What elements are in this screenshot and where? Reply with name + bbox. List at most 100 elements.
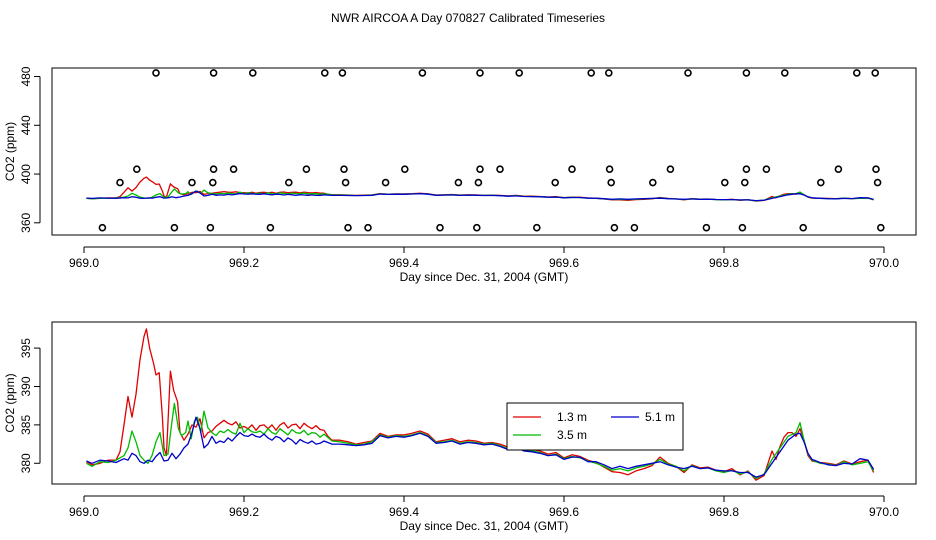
top-y-tick-label: 360 — [19, 212, 33, 232]
top-y-tick-label: 400 — [19, 164, 33, 184]
bot-y-tick-label: 385 — [19, 415, 33, 435]
top-y-axis: 360 400 440 480 — [19, 66, 41, 233]
calibration-point — [738, 223, 747, 232]
bottom-y-axis: 380 385 390 395 — [19, 338, 41, 473]
calibration-point — [341, 178, 350, 187]
calibration-point — [876, 223, 885, 232]
bottom-series-lines — [86, 328, 875, 481]
calibration-point — [604, 69, 613, 77]
calibration-point — [762, 165, 771, 173]
calibration-point — [320, 69, 329, 77]
top-series-line-5-1-m — [86, 190, 874, 202]
calibration-point — [587, 69, 596, 77]
top-x-tick-label: 969.0 — [69, 256, 99, 270]
bot-y-tick-label: 390 — [19, 376, 33, 396]
calibration-point — [472, 223, 481, 232]
calibration-point — [209, 178, 217, 187]
calibration-point — [871, 69, 880, 77]
calibration-point — [568, 165, 576, 173]
calibration-point — [400, 165, 409, 173]
calibration-point — [610, 223, 619, 232]
bottom-panel: 969.0 969.2 969.4 969.6 969.8 970.0 380 385 390… — [3, 321, 917, 533]
top-y-axis-label: CO2 (ppm) — [3, 122, 17, 181]
top-x-tick-label: 970.0 — [869, 256, 899, 270]
calibration-point — [340, 165, 348, 173]
calibration-point — [799, 223, 808, 232]
calibration-point — [742, 69, 751, 77]
calibration-point — [436, 223, 444, 232]
calibration-point — [702, 223, 711, 232]
top-x-tick-label: 969.4 — [389, 256, 419, 270]
calibration-point — [188, 178, 196, 187]
calibration-point — [496, 165, 504, 173]
calibration-point — [133, 165, 141, 173]
legend-label-3-5m: 3.5 m — [557, 428, 587, 442]
calibration-point — [720, 178, 729, 187]
calibration-point — [742, 165, 751, 173]
top-panel: 969.0 969.2 969.4 969.6 969.8 970.0 360 400 440… — [3, 66, 917, 284]
calibration-point — [630, 223, 639, 232]
bot-x-tick-label: 970.0 — [869, 505, 899, 519]
calibration-point — [381, 178, 390, 187]
calibration-point — [209, 69, 218, 77]
top-series-lines — [86, 176, 874, 202]
calibration-point — [476, 165, 484, 173]
bottom-series-line-3-5-m — [86, 402, 875, 480]
calibration-point — [605, 165, 614, 173]
calibration-point — [338, 69, 347, 77]
bot-y-tick-label: 380 — [19, 453, 33, 473]
legend-label-1-3m: 1.3 m — [557, 410, 587, 424]
calibration-point — [209, 165, 218, 173]
bottom-series-line-5-1-m — [86, 416, 875, 478]
bottom-y-axis-label: CO2 (ppm) — [3, 373, 17, 432]
bottom-plot-frame — [51, 321, 917, 485]
calibration-point — [344, 223, 352, 232]
calibration-point — [834, 165, 843, 173]
top-plot-frame — [51, 67, 917, 236]
top-y-tick-label: 440 — [19, 115, 33, 135]
calibration-point — [666, 165, 675, 173]
bot-y-tick-label: 395 — [19, 338, 33, 358]
calibration-point — [873, 178, 882, 187]
calibration-point — [816, 178, 825, 187]
top-x-axis-label: Day since Dec. 31, 2004 (GMT) — [400, 270, 569, 284]
bottom-x-axis-label: Day since Dec. 31, 2004 (GMT) — [400, 519, 569, 533]
calibration-point — [474, 178, 483, 187]
calibration-point — [872, 165, 880, 173]
calibration-point — [98, 223, 107, 232]
bot-x-tick-label: 969.0 — [69, 505, 99, 519]
calibration-point — [170, 223, 179, 232]
calibration-point — [152, 69, 160, 77]
top-x-tick-label: 969.2 — [229, 256, 259, 270]
bot-x-tick-label: 969.2 — [229, 505, 259, 519]
calibration-point — [266, 223, 275, 232]
calibration-point — [229, 165, 238, 173]
calibration-point — [780, 69, 789, 77]
calibration-point — [249, 69, 257, 77]
top-x-axis: 969.0 969.2 969.4 969.6 969.8 970.0 — [69, 246, 899, 270]
calibration-point — [684, 69, 692, 77]
bottom-x-axis: 969.0 969.2 969.4 969.6 969.8 970.0 — [69, 495, 899, 519]
legend-box — [506, 402, 684, 451]
calibration-point — [476, 69, 484, 77]
calibration-point — [206, 223, 215, 232]
calibration-point — [454, 178, 463, 187]
top-x-tick-label: 969.6 — [549, 256, 579, 270]
calibration-point — [116, 178, 124, 187]
calibration-point — [364, 223, 372, 232]
calibration-point — [551, 178, 560, 187]
calibration-point — [648, 178, 657, 187]
bot-x-tick-label: 969.4 — [389, 505, 419, 519]
top-y-tick-label: 480 — [19, 66, 33, 86]
bot-x-tick-label: 969.6 — [549, 505, 579, 519]
calibration-point — [302, 165, 311, 173]
calibration-point — [515, 69, 524, 77]
calibration-point — [852, 69, 861, 77]
calibration-point — [532, 223, 541, 232]
bot-x-tick-label: 969.8 — [709, 505, 739, 519]
calibration-point — [607, 178, 616, 187]
legend-label-5-1m: 5.1 m — [645, 410, 675, 424]
legend: 1.3 m 3.5 m 5.1 m — [506, 402, 684, 451]
calibration-point — [284, 178, 293, 187]
calibration-point — [740, 178, 749, 187]
